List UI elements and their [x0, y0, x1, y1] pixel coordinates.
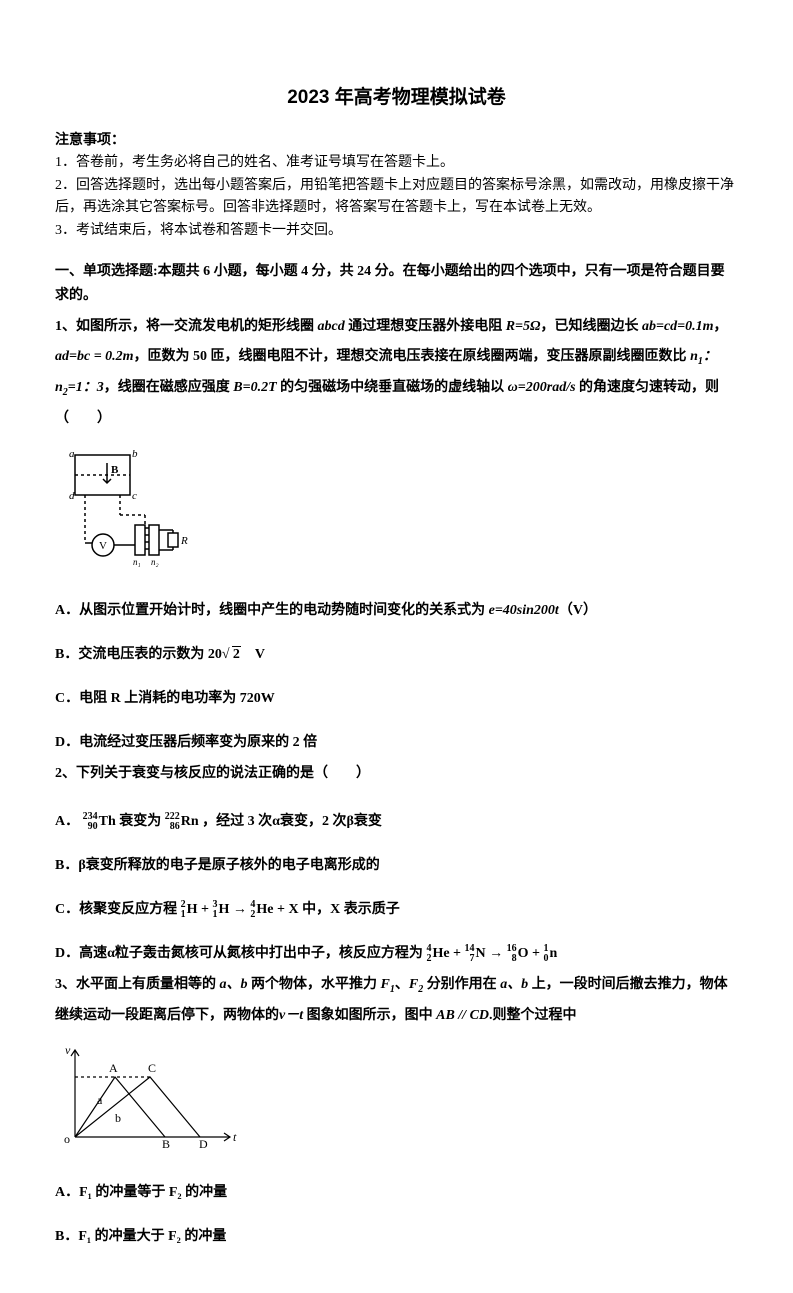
svg-text:a: a [69, 448, 75, 460]
text: D．高速α粒子轰击氮核可从氮核中打出中子，核反应方程为 [55, 946, 423, 961]
q1-option-b: B．交流电压表的示数为 20 2 V [55, 641, 738, 669]
text: 的匀强磁场中绕垂直磁场的虚线轴以 [277, 380, 508, 395]
svg-text:b: b [132, 448, 138, 460]
instruction-line: 1．答卷前，考生务必将自己的姓名、准考证号填写在答题卡上。 [55, 152, 738, 174]
text: A．从图示位置开始计时，线圈中产生的电动势随时间变化的关系式为 [55, 603, 489, 618]
svg-text:c: c [132, 490, 137, 502]
nuclide-n01: 10n [544, 940, 558, 968]
text: V [241, 647, 265, 662]
expr-R: R=5Ω [506, 319, 541, 334]
section-heading: 一、单项选择题:本题共 6 小题，每小题 4 分，共 24 分。在每小题给出的四… [55, 260, 738, 308]
text: 中，X 表示质子 [302, 902, 400, 917]
text: ， [714, 319, 728, 334]
text: 3、水平面上有质量相等的 [55, 977, 220, 992]
text: C．核聚变反应方程 [55, 902, 177, 917]
text: （V） [559, 603, 597, 618]
text: ，已知线圈边长 [540, 319, 642, 334]
nuclide-o16: 168O [507, 940, 529, 968]
svg-text:b: b [115, 1111, 121, 1125]
nuclide-n14: 147N [465, 940, 486, 968]
text: ，匝数为 50 匝，线圈电阻不计，理想交流电压表接在原线圈两端，变压器原副线圈匝… [134, 349, 691, 364]
instructions-block: 注意事项： 1．答卷前，考生务必将自己的姓名、准考证号填写在答题卡上。 2．回答… [55, 130, 738, 242]
svg-text:a: a [97, 1093, 103, 1107]
q1-option-d: D．电流经过变压器后频率变为原来的 2 倍 [55, 729, 738, 757]
plus: + [201, 902, 209, 917]
svg-text:n₂: n₂ [151, 557, 159, 567]
instructions-heading: 注意事项： [55, 130, 738, 152]
svg-text:A: A [109, 1061, 118, 1075]
radical: 2 [232, 646, 241, 662]
nuclide-th: 23490Th [83, 808, 116, 836]
page-title: 2023 年高考物理模拟试卷 [55, 80, 738, 116]
q1-figure: a b c d B V R n₁ n₂ [55, 445, 738, 575]
svg-text:D: D [199, 1137, 208, 1151]
svg-text:d: d [69, 490, 75, 502]
var-abcd: abcd [318, 319, 345, 334]
text: + X [277, 902, 299, 917]
text: 、 [395, 977, 409, 992]
text: ，线圈在磁感应强度 [104, 380, 234, 395]
nuclide-h3: 31H [213, 896, 230, 924]
svg-text:t: t [233, 1130, 237, 1144]
q2-option-a: A． 23490Th 衰变为 22286Rn ，经过 3 次α衰变，2 次β衰变 [55, 808, 738, 836]
text: 两个物体，水平推力 [248, 977, 381, 992]
svg-text:B: B [111, 464, 119, 476]
nuclide-h2: 21H [181, 896, 198, 924]
nuclide-rn: 22286Rn [165, 808, 199, 836]
q2-option-d: D．高速α粒子轰击氮核可从氮核中打出中子，核反应方程为 42He + 147N … [55, 940, 738, 968]
expr-B: B=0.2T [233, 380, 276, 395]
arrow: → [233, 902, 247, 917]
text: 图象如图所示，图中 [303, 1008, 436, 1023]
q1-option-c: C．电阻 R 上消耗的电功率为 720W [55, 685, 738, 713]
plus: + [532, 946, 540, 961]
q1-option-a: A．从图示位置开始计时，线圈中产生的电动势随时间变化的关系式为 e=40sin2… [55, 597, 738, 625]
var: a、b [220, 977, 248, 992]
q1-stem: 1、如图所示，将一交流发电机的矩形线圈 abcd 通过理想变压器外接电阻 R=5… [55, 312, 738, 435]
text: 分别作用在 [423, 977, 500, 992]
var-f2: F2 [409, 977, 423, 992]
text: B．交流电压表的示数为 20 [55, 647, 222, 662]
instruction-line: 3．考试结束后，将本试卷和答题卡一并交回。 [55, 220, 738, 242]
var-f1: F1 [381, 977, 395, 992]
expr-adbc: ad=bc = 0.2m [55, 349, 134, 364]
svg-text:v: v [65, 1043, 71, 1057]
q2-option-b: B．β衰变所释放的电子是原子核外的电子电离形成的 [55, 852, 738, 880]
svg-text:V: V [99, 540, 107, 552]
q3-option-a: A．F₁ 的冲量等于 F₂ 的冲量 [55, 1179, 738, 1207]
nuclide-he4b: 42He [426, 940, 449, 968]
text: 衰变为 [119, 814, 161, 829]
nuclide-he4: 42He [250, 896, 273, 924]
expr-abcd: ab=cd=0.1m [642, 319, 714, 334]
text: .则整个过程中 [489, 1008, 577, 1023]
svg-text:C: C [148, 1061, 156, 1075]
q3-stem: 3、水平面上有质量相等的 a、b 两个物体，水平推力 F1、F2 分别作用在 a… [55, 970, 738, 1032]
svg-text:n₁: n₁ [133, 557, 141, 567]
var: v－t [279, 1008, 303, 1023]
var: AB // CD [436, 1008, 489, 1023]
q3-figure: v t o A C B D a b [55, 1042, 738, 1157]
svg-text:R: R [180, 535, 188, 547]
svg-text:o: o [64, 1132, 70, 1146]
text: 1、如图所示，将一交流发电机的矩形线圈 [55, 319, 318, 334]
expr-omega: ω=200rad/s [508, 380, 576, 395]
instruction-line: 2．回答选择题时，选出每小题答案后，用铅笔把答题卡上对应题目的答案标号涂黑，如需… [55, 175, 738, 220]
text: 通过理想变压器外接电阻 [345, 319, 506, 334]
arrow: → [489, 946, 503, 961]
q2-option-c: C．核聚变反应方程 21H + 31H → 42He + X 中，X 表示质子 [55, 896, 738, 924]
svg-text:B: B [162, 1137, 170, 1151]
plus: + [453, 946, 461, 961]
text: ，经过 3 次α衰变，2 次β衰变 [202, 814, 382, 829]
var: a、b [500, 977, 528, 992]
q2-stem: 2、下列关于衰变与核反应的说法正确的是（ ） [55, 759, 738, 790]
expr: e=40sin200t [489, 603, 559, 618]
text: A． [55, 814, 79, 829]
q3-option-b: B．F₁ 的冲量大于 F₂ 的冲量 [55, 1223, 738, 1251]
